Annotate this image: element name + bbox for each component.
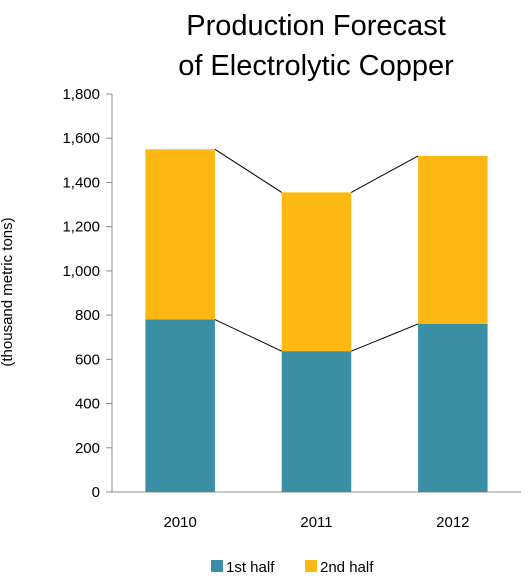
y-tick-label: 800	[75, 307, 100, 324]
y-tick-label: 1,800	[62, 86, 100, 103]
bars	[145, 149, 488, 492]
bar-2011-series-1	[281, 351, 352, 492]
x-tick-label: 2011	[300, 514, 332, 531]
series-line	[351, 323, 419, 352]
series-line	[214, 319, 282, 352]
y-tick-label: 200	[75, 440, 100, 457]
bar-2012-series-2	[418, 155, 488, 324]
y-tick-label: 600	[75, 351, 100, 368]
y-tick-label: 1,000	[62, 263, 100, 280]
y-axis: 0 200 400 600 800 1,000 1,200 1,400 1,600 1,800	[62, 86, 113, 501]
series-line	[214, 148, 283, 193]
y-tick-label: 1,400	[62, 174, 100, 191]
legend-swatch-1	[211, 560, 223, 572]
legend: 1st half 2nd half	[211, 559, 374, 576]
y-tick-label: 0	[92, 484, 100, 501]
chart-title-line-1: Production Forecast	[186, 10, 446, 42]
bar-2011-series-2	[281, 192, 352, 352]
x-tick-label: 2012	[436, 514, 469, 531]
y-tick-label: 400	[75, 396, 100, 413]
y-tick-label: 1,600	[62, 130, 100, 147]
legend-label-1: 1st half	[226, 559, 275, 576]
x-tick-label: 2010	[163, 514, 196, 531]
x-tick-labels: 2010 2011 2012	[163, 514, 469, 531]
series-lines	[214, 148, 419, 352]
chart-title-line-2: of Electrolytic Copper	[178, 50, 454, 82]
bar-2012-series-1	[418, 323, 488, 492]
bar-2010-series-1	[145, 319, 215, 492]
legend-swatch-2	[305, 560, 317, 572]
series-line	[351, 155, 419, 193]
bar-2010-series-2	[145, 149, 215, 320]
y-axis-label: (thousand metric tons)	[0, 217, 16, 366]
legend-label-2: 2nd half	[320, 559, 374, 576]
y-tick-label: 1,200	[62, 219, 100, 236]
